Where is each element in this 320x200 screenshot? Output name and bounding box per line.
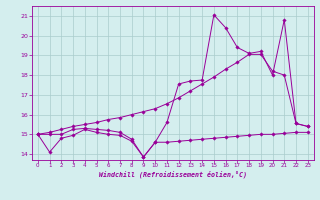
X-axis label: Windchill (Refroidissement éolien,°C): Windchill (Refroidissement éolien,°C) xyxy=(99,171,247,178)
